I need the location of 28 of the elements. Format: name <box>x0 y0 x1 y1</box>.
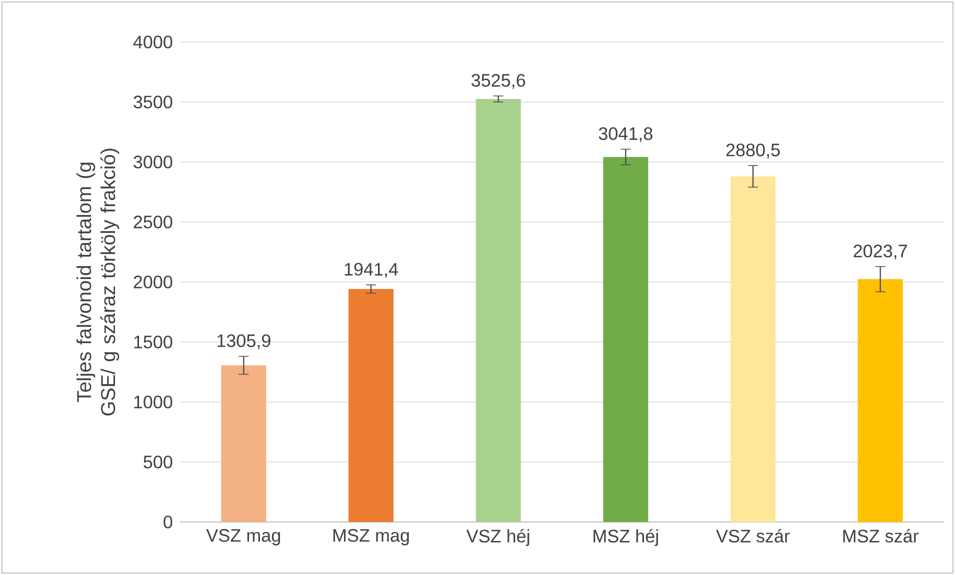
data-label: 2023,7 <box>854 244 907 260</box>
bar <box>348 289 394 522</box>
data-label: 3525,6 <box>471 74 526 89</box>
bar <box>603 156 648 522</box>
y-tick-label: 2000 <box>134 276 172 288</box>
x-tick-label: MSZ héj <box>594 529 658 546</box>
y-tick-label: 0 <box>164 516 172 528</box>
data-label: 2880,5 <box>726 144 780 158</box>
data-label: 1941,4 <box>344 262 398 278</box>
bar <box>858 279 903 522</box>
y-tick-label: 3000 <box>134 156 172 168</box>
y-tick-label: 4000 <box>133 36 172 48</box>
x-tick-label: VSZ szár <box>716 529 790 543</box>
bar <box>476 98 521 522</box>
bar <box>221 365 266 522</box>
data-label: 3041,8 <box>598 127 652 142</box>
y-axis-title: Teljes falvonoid tartalom (g GSE/ g száraz törköly frakció) <box>76 148 120 416</box>
y-tick-label: 1000 <box>134 396 172 408</box>
y-tick-label: 500 <box>144 456 172 468</box>
x-tick-label: VSZ mag <box>206 529 280 546</box>
y-tick-label: 1500 <box>134 336 172 348</box>
bar <box>730 176 776 522</box>
x-tick-label: MSZ szár <box>843 529 919 543</box>
y-tick-label: 3500 <box>134 96 172 108</box>
y-tick-label: 2500 <box>134 216 172 228</box>
data-label: 1305,9 <box>218 334 270 350</box>
x-tick-label: MSZ mag <box>333 529 409 546</box>
x-tick-label: VSZ héj <box>466 529 530 546</box>
